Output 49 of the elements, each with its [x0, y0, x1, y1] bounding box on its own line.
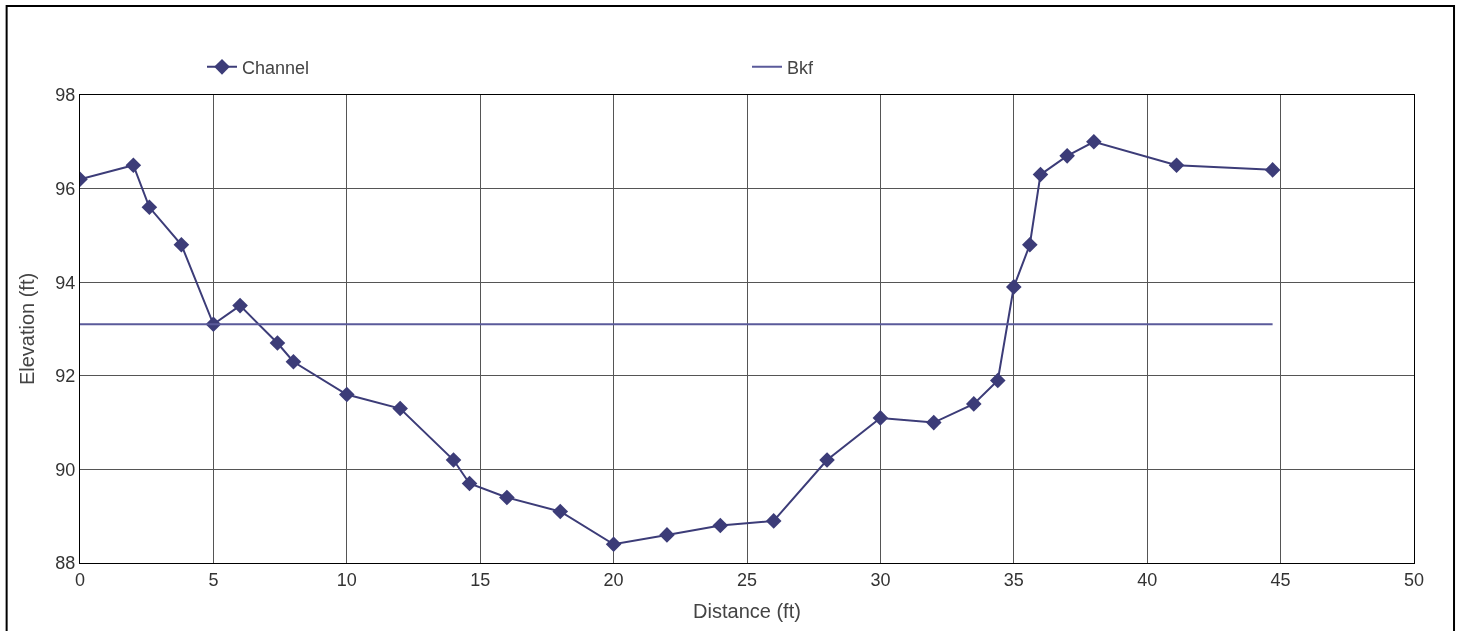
point: [605, 536, 622, 553]
point: [232, 297, 248, 314]
x-tick-label: 15: [470, 569, 491, 590]
point: [285, 353, 302, 370]
point: [141, 199, 158, 216]
point: [659, 527, 675, 543]
point: [872, 410, 889, 426]
point: [765, 513, 782, 529]
x-tick-label: 0: [74, 569, 86, 590]
x-tick-label: 50: [1403, 569, 1425, 590]
point: [1006, 279, 1022, 295]
point: [499, 489, 515, 506]
point: [552, 503, 569, 520]
point: [712, 517, 729, 534]
x-tick-label: 40: [1137, 569, 1158, 590]
x-tick-label: 10: [336, 569, 357, 590]
point: [1086, 134, 1102, 150]
y-tick-label: 98: [55, 85, 76, 106]
point: [925, 414, 942, 431]
x-tick-label: 20: [603, 569, 624, 590]
x-tick-label: 30: [870, 569, 891, 590]
y-tick-label: 90: [55, 459, 76, 480]
y-tick-label: 88: [55, 553, 76, 574]
point: [1168, 157, 1185, 173]
y-tick-label: 96: [55, 178, 76, 199]
point: [461, 475, 478, 492]
point: [445, 452, 462, 468]
x-tick-label: 35: [1003, 569, 1024, 590]
point: [989, 372, 1006, 389]
point: [1032, 166, 1049, 183]
point: [1059, 148, 1075, 164]
point: [173, 236, 190, 253]
point: [125, 157, 142, 173]
y-tick-label: 92: [55, 366, 76, 387]
point: [1022, 236, 1038, 253]
x-tick-label: 25: [736, 569, 758, 590]
point: [1264, 162, 1281, 178]
legend-label: Bkf: [787, 57, 815, 78]
point: [392, 400, 408, 417]
y-axis-title: Elevation (ft): [15, 272, 38, 386]
x-tick-label: 5: [208, 569, 219, 590]
point: [269, 335, 286, 351]
point: [819, 452, 835, 468]
x-axis-title: Distance (ft): [693, 600, 801, 623]
point: [339, 386, 355, 403]
legend-label: Channel: [242, 57, 310, 78]
x-tick-label: 45: [1270, 569, 1291, 590]
point: [965, 396, 982, 412]
y-tick-label: 94: [55, 272, 76, 293]
